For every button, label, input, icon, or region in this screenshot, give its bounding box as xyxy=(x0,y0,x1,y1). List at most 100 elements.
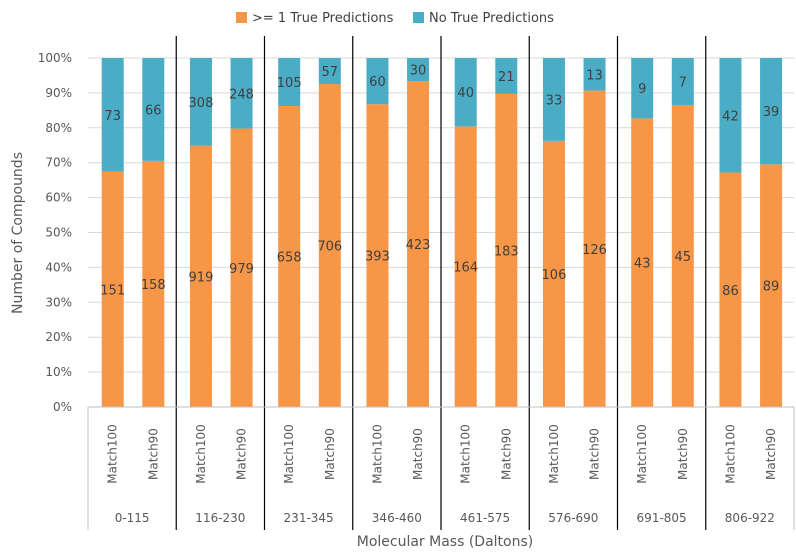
data-label-none: 60 xyxy=(369,75,386,90)
bar-segment-true xyxy=(671,104,694,407)
x-bar-label: Match90 xyxy=(411,428,425,480)
bar-segment-true xyxy=(454,126,477,408)
data-label-true: 164 xyxy=(453,261,478,276)
bars: 1517315866919308979248658105706573936042… xyxy=(100,58,783,408)
x-group-label: 806-922 xyxy=(725,511,775,525)
data-label-true: 919 xyxy=(189,270,214,285)
y-tick-label: 20% xyxy=(45,330,72,344)
data-label-true: 106 xyxy=(542,268,567,283)
bar-segment-none xyxy=(230,58,253,129)
data-label-none: 66 xyxy=(145,103,162,118)
bar-segment-none xyxy=(142,58,165,161)
bar-segment-none xyxy=(760,58,783,165)
data-label-true: 979 xyxy=(229,262,254,277)
x-bar-label: Match100 xyxy=(106,424,120,484)
data-label-true: 158 xyxy=(141,278,166,293)
y-tick-label: 60% xyxy=(45,191,72,205)
legend-swatch-0 xyxy=(236,12,247,23)
x-bar-label: Match90 xyxy=(235,428,249,480)
data-label-true: 393 xyxy=(365,250,390,265)
y-tick-label: 30% xyxy=(45,295,72,309)
x-bar-label: Match100 xyxy=(547,424,561,484)
data-label-none: 105 xyxy=(277,76,302,91)
data-label-true: 706 xyxy=(317,240,342,255)
bar-segment-none xyxy=(583,58,606,91)
legend-label-1: No True Predictions xyxy=(429,11,554,26)
bar-segment-true xyxy=(760,164,783,407)
data-label-true: 423 xyxy=(406,238,431,253)
y-tick-label: 50% xyxy=(45,226,72,240)
bar-segment-true xyxy=(366,104,389,408)
bar-segment-true xyxy=(542,140,565,407)
data-label-true: 658 xyxy=(277,251,302,266)
bar-segment-none xyxy=(318,58,341,85)
bar-segment-true xyxy=(278,106,301,407)
bar-segment-true xyxy=(495,93,518,408)
data-label-none: 33 xyxy=(546,93,563,108)
x-group-label: 231-345 xyxy=(284,511,334,525)
data-label-true: 43 xyxy=(634,257,651,272)
bar-segment-none xyxy=(366,58,389,105)
x-bar-label: Match90 xyxy=(146,428,160,480)
data-label-true: 89 xyxy=(763,280,780,295)
data-label-true: 126 xyxy=(582,243,607,258)
x-bar-label: Match100 xyxy=(635,424,649,484)
bar-segment-true xyxy=(583,90,606,407)
x-axis-title: Molecular Mass (Daltons) xyxy=(357,534,533,550)
x-bar-label: Match90 xyxy=(764,428,778,480)
x-bar-label: Match90 xyxy=(676,428,690,480)
bar-segment-none xyxy=(101,58,124,172)
bar-segment-true xyxy=(719,172,742,407)
y-tick-label: 0% xyxy=(53,400,72,414)
data-label-none: 57 xyxy=(322,65,339,80)
data-label-none: 73 xyxy=(104,109,121,124)
y-tick-label: 80% xyxy=(45,121,72,135)
bar-segment-none xyxy=(407,58,430,82)
data-label-none: 40 xyxy=(457,86,474,101)
x-group-label: 691-805 xyxy=(637,511,687,525)
bar-segment-none xyxy=(631,58,654,119)
bar-segment-true xyxy=(407,81,430,407)
x-group-label: 346-460 xyxy=(372,511,422,525)
y-tick-label: 10% xyxy=(45,365,72,379)
legend: >= 1 True Predictions No True Predictions xyxy=(236,11,554,26)
x-bar-label: Match90 xyxy=(588,428,602,480)
x-axis: Match100 Match90 0-115 Match100 Match90 116-2… xyxy=(87,36,795,530)
x-bar-label: Match90 xyxy=(323,428,337,480)
x-group-label: 116-230 xyxy=(195,511,245,525)
x-bar-label: Match100 xyxy=(194,424,208,484)
x-bar-label: Match100 xyxy=(723,424,737,484)
bar-segment-none xyxy=(542,58,565,141)
data-label-none: 21 xyxy=(498,70,515,85)
data-label-none: 7 xyxy=(679,75,687,90)
bar-segment-none xyxy=(719,58,742,173)
data-label-none: 30 xyxy=(410,64,427,79)
bar-segment-none xyxy=(278,58,301,107)
y-tick-label: 100% xyxy=(38,51,72,65)
legend-swatch-1 xyxy=(413,12,424,23)
bar-segment-true xyxy=(101,171,124,407)
x-group-label: 576-690 xyxy=(548,511,598,525)
y-axis-ticks: 0% 10% 20% 30% 40% 50% 60% 70% 80% 90% 100% xyxy=(38,51,72,414)
y-tick-label: 40% xyxy=(45,260,72,274)
x-group-label: 461-575 xyxy=(460,511,510,525)
data-label-none: 9 xyxy=(638,82,646,97)
bar-segment-none xyxy=(189,58,212,146)
bar-segment-none xyxy=(495,58,518,94)
legend-label-0: >= 1 True Predictions xyxy=(252,11,394,26)
data-label-true: 86 xyxy=(722,284,739,299)
bar-segment-true xyxy=(631,118,654,408)
data-label-none: 39 xyxy=(763,105,780,120)
data-label-true: 151 xyxy=(100,283,125,298)
y-axis-title: Number of Compounds xyxy=(10,152,26,314)
x-bar-label: Match100 xyxy=(370,424,384,484)
y-tick-label: 70% xyxy=(45,156,72,170)
data-label-none: 13 xyxy=(586,68,603,83)
bar-segment-true xyxy=(189,145,212,408)
y-tick-label: 90% xyxy=(45,86,72,100)
x-bar-label: Match100 xyxy=(282,424,296,484)
data-label-true: 183 xyxy=(494,244,519,259)
data-label-none: 42 xyxy=(722,109,739,124)
bar-segment-none xyxy=(671,58,694,105)
